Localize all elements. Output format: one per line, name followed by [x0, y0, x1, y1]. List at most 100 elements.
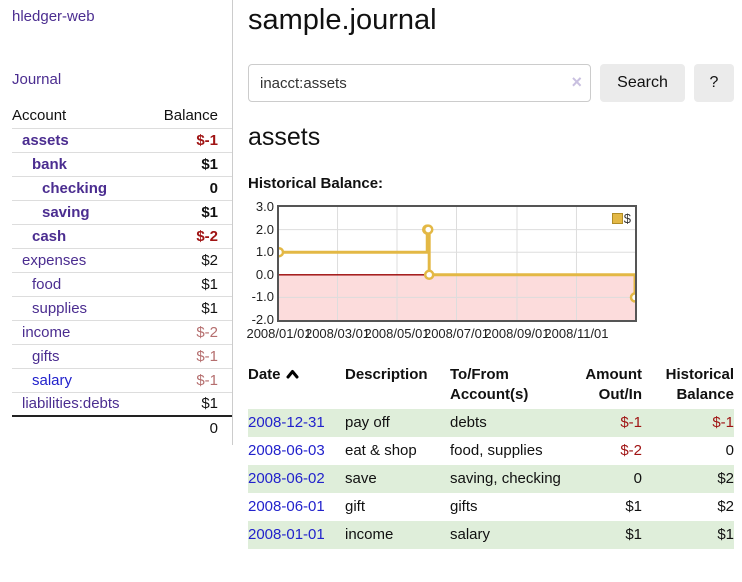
x-axis-tick-label: 2008/07/01 — [423, 326, 490, 341]
account-link[interactable]: bank — [32, 155, 68, 173]
account-balance: $-1 — [196, 347, 218, 365]
accounts-header-row: Account Balance — [12, 104, 232, 128]
register-header-description: Description — [345, 366, 428, 383]
account-link[interactable]: checking — [42, 179, 108, 197]
transaction-date-cell: 2008-06-02 — [248, 465, 345, 493]
transaction-amount-cell: $1 — [625, 526, 642, 543]
account-link[interactable]: salary — [32, 371, 73, 389]
search-input[interactable] — [248, 64, 591, 102]
transaction-amount-cell: $1 — [625, 498, 642, 515]
transaction-amount-cell: $-1 — [620, 414, 642, 431]
account-balance: $1 — [201, 155, 218, 173]
legend-swatch-icon — [611, 213, 623, 224]
account-balance: $1 — [201, 275, 218, 293]
account-link[interactable]: supplies — [32, 299, 88, 317]
transaction-row[interactable]: 2008-01-01 income salary $1 $1 — [248, 521, 734, 549]
transaction-row[interactable]: 2008-06-03 eat & shop food, supplies $-2 0 — [248, 437, 734, 465]
transaction-balance-cell: $-1 — [712, 414, 734, 431]
y-axis-tick-label: 0.0 — [255, 266, 274, 282]
transaction-date-link[interactable]: 2008-06-01 — [248, 498, 325, 515]
y-axis-tick-label: -1.0 — [251, 289, 274, 305]
app-title-link[interactable]: hledger-web — [12, 8, 95, 25]
account-balance: $1 — [201, 299, 218, 317]
data-point-marker — [279, 246, 285, 258]
transaction-description-cell: gift — [345, 498, 366, 515]
transaction-balance-cell: $2 — [717, 498, 734, 515]
account-heading: assets — [248, 123, 321, 151]
account-row: income $-2 — [12, 320, 232, 344]
help-button[interactable]: ? — [694, 64, 734, 102]
account-row: saving $1 — [12, 200, 232, 224]
account-balance: $-2 — [196, 323, 218, 341]
account-row: liabilities:debts $1 — [12, 392, 232, 416]
transaction-description-cell: eat & shop — [345, 442, 417, 459]
transaction-accounts-cell: salary — [450, 526, 491, 543]
transaction-balance-cell: $2 — [717, 470, 734, 487]
clear-search-icon[interactable]: × — [571, 72, 582, 92]
transaction-date-link[interactable]: 2008-01-01 — [248, 526, 325, 543]
transaction-date-cell: 2008-06-01 — [248, 493, 345, 521]
data-point-marker — [423, 269, 435, 281]
account-row: bank $1 — [12, 152, 232, 176]
account-row: assets $-1 — [12, 128, 232, 152]
search-input-wrap: × — [248, 64, 591, 102]
account-link[interactable]: cash — [32, 227, 67, 245]
account-link[interactable]: food — [32, 275, 62, 293]
transaction-row[interactable]: 2008-06-02 save saving, checking 0 $2 — [248, 465, 734, 493]
transaction-balance-cell: 0 — [725, 442, 734, 459]
account-row: gifts $-1 — [12, 344, 232, 368]
account-row: cash $-2 — [12, 224, 232, 248]
account-balance: $-1 — [196, 371, 218, 389]
y-axis-tick-label: 1.0 — [255, 244, 274, 260]
transaction-amount-cell: 0 — [633, 470, 642, 487]
chart-plot-area: $ — [277, 205, 637, 322]
accounts-table: Account Balance assets $-1 bank $1 checking 0… — [12, 104, 232, 440]
y-axis-tick-label: -2.0 — [251, 312, 274, 327]
transaction-date-cell: 2008-12-31 — [248, 409, 345, 437]
transaction-accounts-cell: gifts — [450, 498, 478, 515]
transaction-description-cell: income — [345, 526, 394, 543]
account-link[interactable]: gifts — [32, 347, 60, 365]
register-header-date[interactable]: Date — [248, 360, 345, 409]
account-row: expenses $2 — [12, 248, 232, 272]
transaction-row[interactable]: 2008-06-01 gift gifts $1 $2 — [248, 493, 734, 521]
account-link[interactable]: income — [22, 323, 71, 341]
account-link[interactable]: liabilities:debts — [22, 395, 120, 413]
accounts-header-account: Account — [12, 107, 67, 125]
y-axis-tick-label: 3.0 — [255, 199, 274, 214]
chart-title: Historical Balance: — [248, 175, 384, 192]
transaction-description-cell: save — [345, 470, 377, 487]
main-content: sample.journal × Search ? assets Histori… — [233, 0, 742, 549]
account-balance: $-2 — [196, 227, 218, 245]
transaction-date-link[interactable]: 2008-06-03 — [248, 442, 325, 459]
account-balance: $2 — [201, 251, 218, 269]
sidebar-item-journal[interactable]: Journal — [12, 71, 62, 88]
account-balance: $1 — [201, 203, 218, 221]
account-balance: $-1 — [196, 131, 218, 149]
account-link[interactable]: saving — [42, 203, 90, 221]
account-row: food $1 — [12, 272, 232, 296]
search-form: × Search ? — [248, 64, 734, 102]
data-point-marker — [422, 224, 434, 235]
register-header-accounts: To/From Account(s) — [450, 366, 529, 403]
transaction-balance-cell: $1 — [717, 526, 734, 543]
account-row: salary $-1 — [12, 368, 232, 392]
transaction-date-link[interactable]: 2008-06-02 — [248, 470, 325, 487]
register-header-amount: Amount Out/In — [585, 366, 642, 403]
transaction-accounts-cell: food, supplies — [450, 442, 543, 459]
transaction-date-link[interactable]: 2008-12-31 — [248, 414, 325, 431]
account-link[interactable]: expenses — [22, 251, 87, 269]
x-axis-tick-label: 2008/01/01 — [246, 326, 312, 341]
hledger-web-app: hledger-web Journal Account Balance asse… — [12, 0, 742, 549]
account-link[interactable]: assets — [22, 131, 69, 149]
accounts-total-row: 0 — [12, 416, 232, 440]
transaction-date-cell: 2008-06-03 — [248, 437, 345, 465]
search-button[interactable]: Search — [600, 64, 685, 102]
x-axis-tick-label: 2008/05/01 — [364, 326, 430, 341]
account-balance: 0 — [209, 179, 218, 197]
page-title: sample.journal — [248, 4, 437, 36]
transaction-accounts-cell: debts — [450, 414, 487, 431]
historical-balance-chart: $3.0 2.0 1.0 0.0 -1.0 -2.0 2008/01/01 2008/03/0… — [246, 200, 734, 347]
account-row: checking 0 — [12, 176, 232, 200]
transaction-row[interactable]: 2008-12-31 pay off debts $-1 $-1 — [248, 409, 734, 437]
